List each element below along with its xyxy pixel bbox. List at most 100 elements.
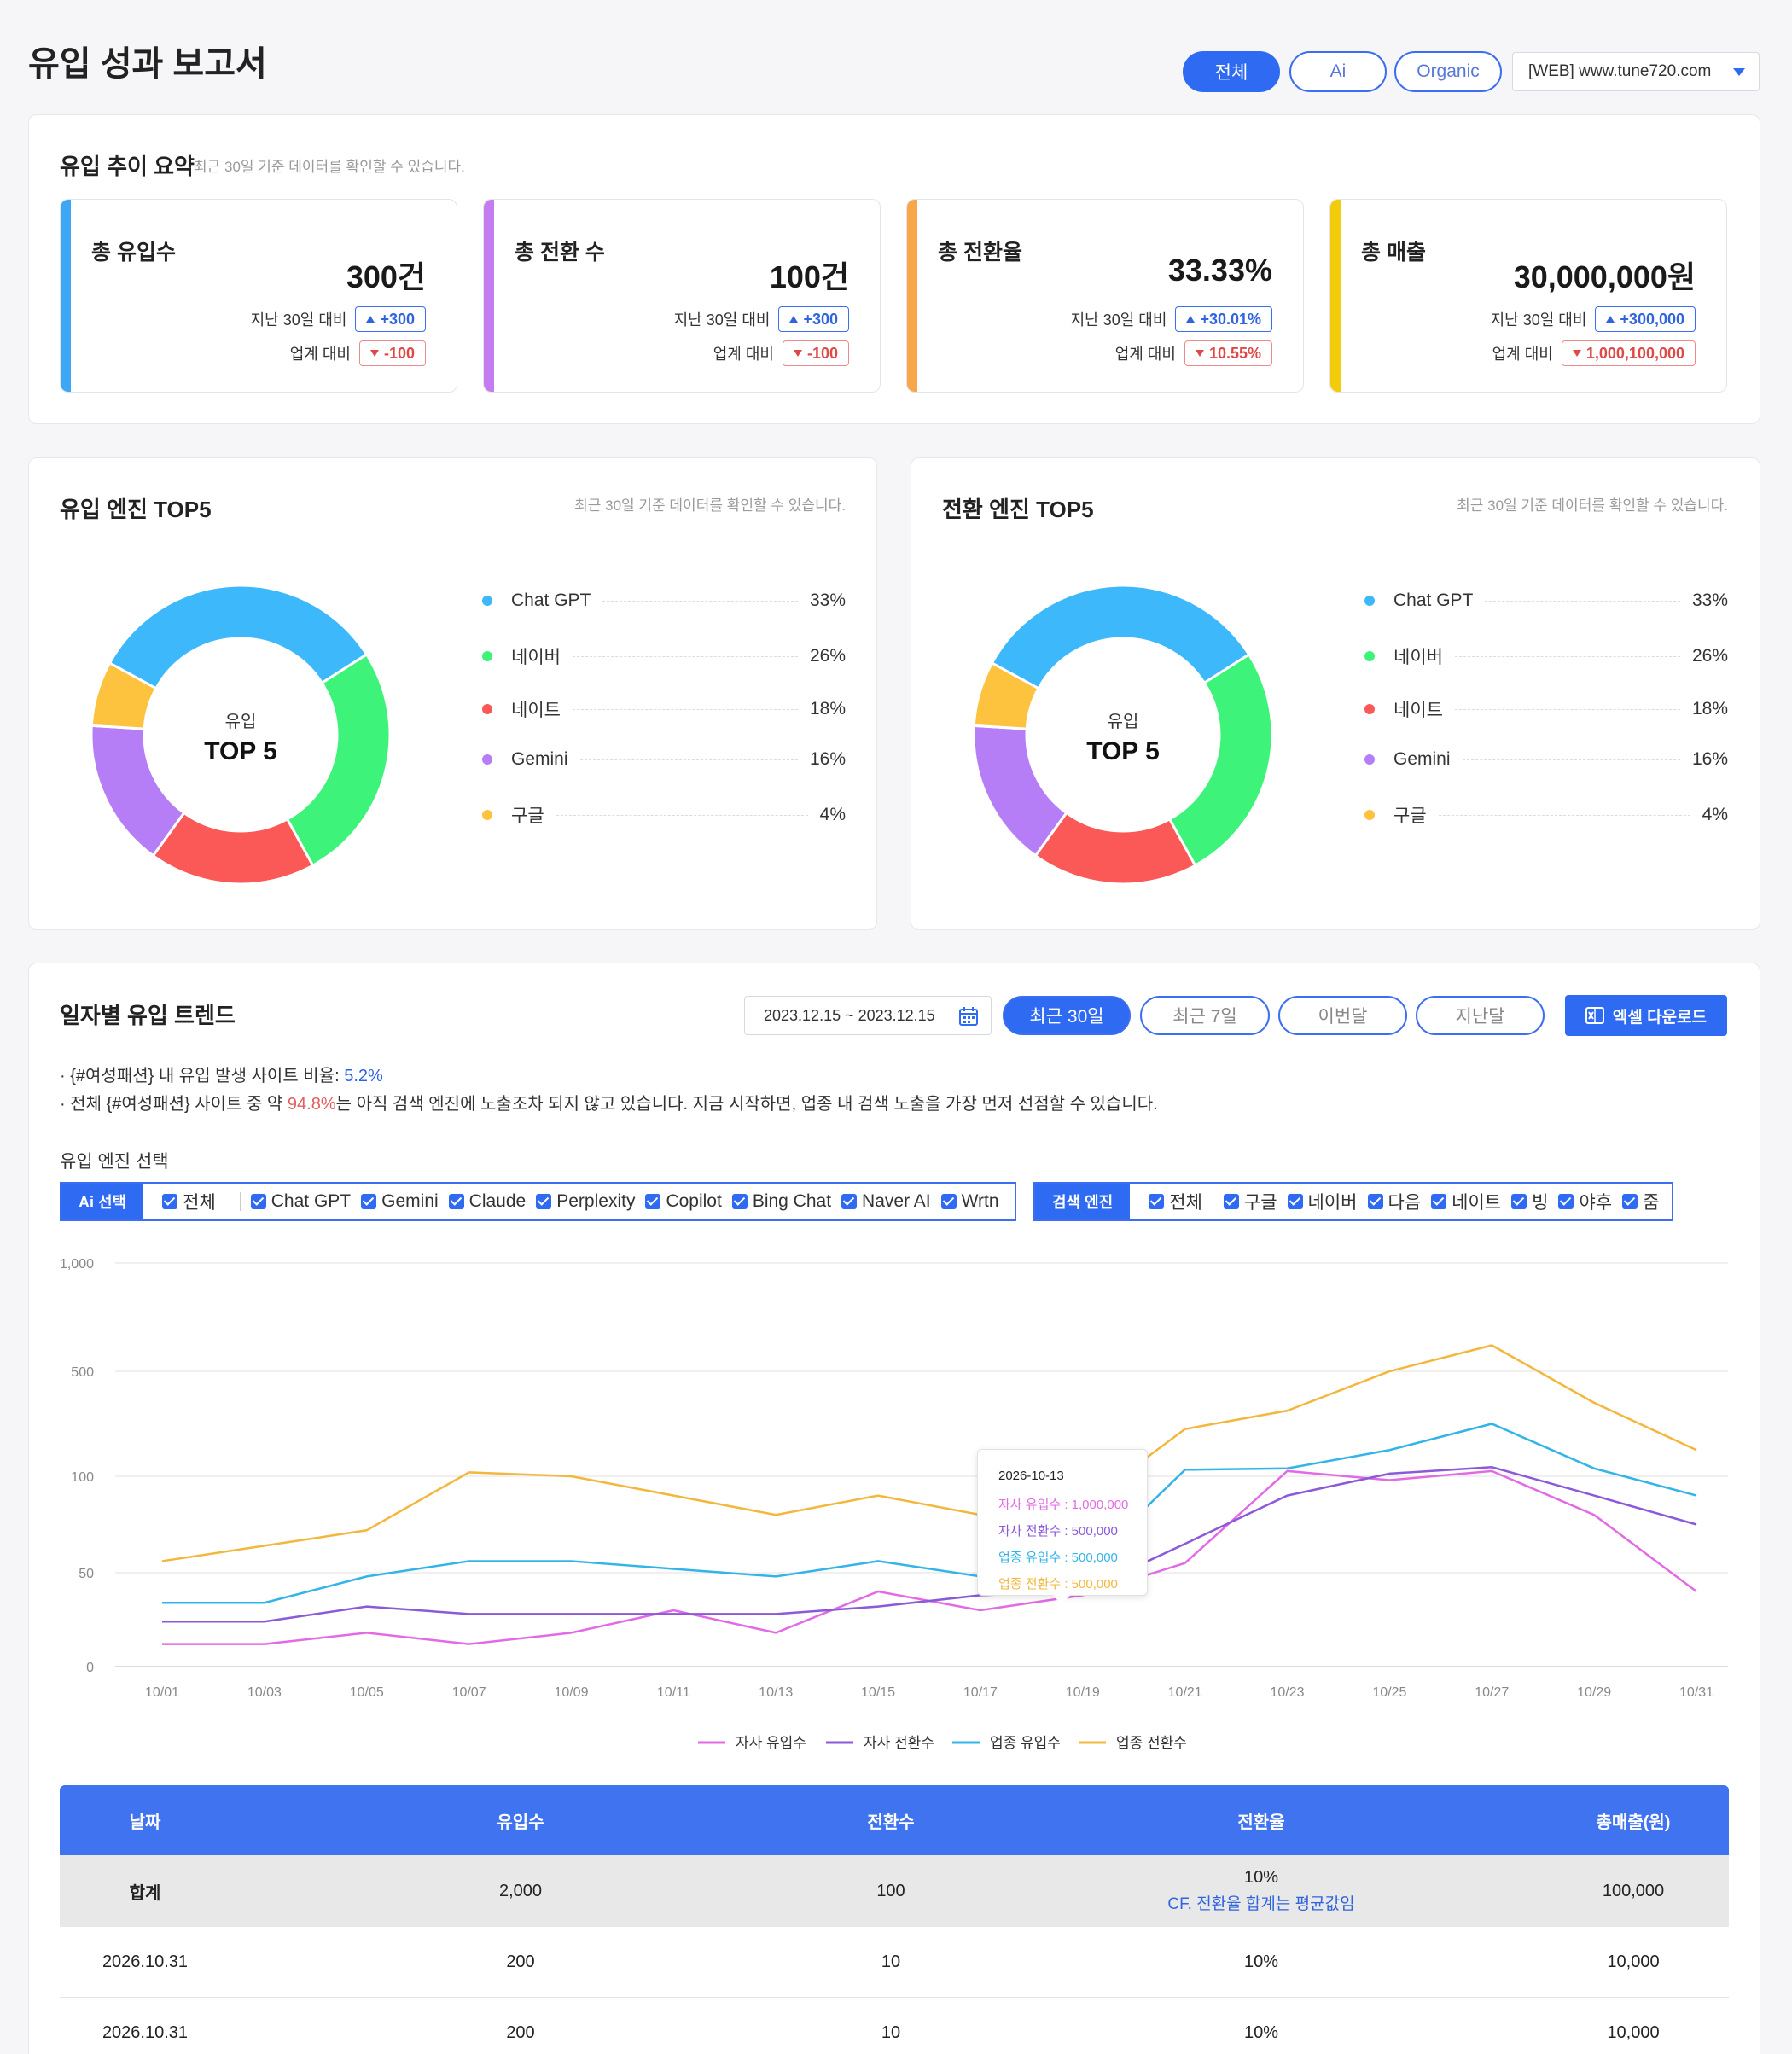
legend-name: 네이버	[1393, 648, 1443, 667]
checkbox-checked-icon[interactable]	[841, 1194, 858, 1209]
legend-dot	[1364, 704, 1375, 714]
series-line[interactable]	[162, 1465, 1697, 1623]
search-group-tag: 검색 엔진	[1035, 1184, 1131, 1219]
checkbox-checked-icon[interactable]	[448, 1194, 464, 1209]
x-tick-label: 10/09	[554, 1685, 588, 1700]
checkbox-label: Gemini	[381, 1191, 439, 1211]
y-tick-label: 100	[71, 1470, 94, 1485]
ai-engine-checkbox[interactable]: Wrtn	[940, 1191, 999, 1212]
ai-engine-checkbox[interactable]: Claude	[448, 1191, 527, 1212]
search-engine-checkbox[interactable]: 네이트	[1431, 1189, 1501, 1214]
period-30d-button[interactable]: 최근 30일	[1003, 996, 1131, 1035]
cell-sales: 10,000	[1607, 2023, 1660, 2042]
search-engine-checkbox[interactable]: 구글	[1223, 1189, 1277, 1214]
legend-pct: 18%	[809, 699, 846, 719]
table-row: 2026.10.31 200 10 10% 10,000	[60, 1998, 1729, 2054]
donut-center-label: 유입 TOP 5	[1055, 707, 1191, 766]
donut-chart	[972, 584, 1274, 886]
checkbox-checked-icon[interactable]	[1149, 1194, 1165, 1209]
checkbox-checked-icon[interactable]	[1223, 1194, 1239, 1209]
legend-pct: 33%	[809, 591, 846, 610]
checkbox-checked-icon[interactable]	[250, 1194, 266, 1209]
series-line[interactable]	[161, 1344, 1697, 1562]
table-header: 날짜 유입수 전환수 전환율 총매출(원)	[60, 1785, 1729, 1855]
ai-engine-checkbox[interactable]: Perplexity	[536, 1191, 635, 1212]
donut-center-top: 유입	[224, 713, 257, 731]
donut-slice[interactable]	[108, 584, 369, 690]
series-line[interactable]	[162, 1469, 1697, 1645]
ai-engine-checkbox[interactable]: Copilot	[645, 1191, 722, 1212]
kpi-prev-label: 지난 30일 대비	[673, 311, 771, 329]
x-tick-label: 10/01	[145, 1685, 179, 1700]
kpi-value: 100건	[769, 259, 849, 294]
search-engine-checkbox[interactable]: 네이버	[1287, 1189, 1358, 1214]
kpi-prev-chip: +30.01%	[1175, 306, 1272, 332]
legend-name: 네이버	[511, 648, 561, 667]
x-tick-label: 10/15	[861, 1685, 895, 1700]
kpi-industry-label: 업계 대비	[713, 346, 774, 363]
filter-ai-button[interactable]: Ai	[1289, 51, 1387, 92]
checkbox-checked-icon[interactable]	[1622, 1194, 1638, 1209]
kpi-industry-value: 10.55%	[1208, 344, 1261, 362]
search-engine-checkbox[interactable]: 빙	[1511, 1189, 1548, 1214]
kpi-industry-row: 업계 대비 10.55%	[1115, 340, 1272, 366]
period-this-month-button[interactable]: 이번달	[1278, 996, 1407, 1035]
checkbox-checked-icon[interactable]	[162, 1194, 178, 1209]
search-engine-checkbox[interactable]: 야후	[1558, 1189, 1612, 1214]
search-engine-checkbox[interactable]: 다음	[1367, 1189, 1422, 1214]
checkbox-checked-icon[interactable]	[1431, 1194, 1447, 1209]
ai-engine-checkbox[interactable]: 전체	[162, 1189, 216, 1214]
kpi-prev-row: 지난 30일 대비 +300,000	[1491, 306, 1696, 332]
checkbox-checked-icon[interactable]	[361, 1194, 377, 1209]
checkbox-checked-icon[interactable]	[1511, 1194, 1527, 1209]
checkbox-checked-icon[interactable]	[1287, 1194, 1303, 1209]
ai-engine-checkbox[interactable]: Gemini	[361, 1191, 439, 1212]
ai-engine-checkbox[interactable]: Chat GPT	[250, 1191, 352, 1212]
donut-legend-item: 네이트 18%	[1364, 696, 1728, 722]
checkbox-checked-icon[interactable]	[1558, 1194, 1574, 1209]
search-engine-checkbox[interactable]: 줌	[1622, 1189, 1659, 1214]
checkbox-checked-icon[interactable]	[940, 1194, 957, 1209]
cell-date: 2026.10.31	[102, 1952, 189, 1971]
date-range-input[interactable]: 2023.12.15 ~ 2023.12.15	[744, 996, 992, 1035]
kpi-prev-label: 지난 30일 대비	[1490, 311, 1587, 329]
donut-slice[interactable]	[972, 660, 1040, 730]
ai-engine-checkbox[interactable]: Bing Chat	[731, 1191, 831, 1212]
ai-engine-checkbox[interactable]: Naver AI	[841, 1191, 931, 1212]
filter-all-button[interactable]: 전체	[1183, 51, 1280, 92]
period-7d-button[interactable]: 최근 7일	[1140, 996, 1270, 1035]
checkbox-checked-icon[interactable]	[536, 1194, 552, 1209]
donut-card-title: 유입 엔진 TOP5	[60, 497, 212, 522]
kpi-card: 총 매출 30,000,000원 지난 30일 대비 +300,000 업계 대…	[1329, 199, 1727, 393]
checkbox-checked-icon[interactable]	[645, 1194, 661, 1209]
filter-organic-button[interactable]: Organic	[1394, 51, 1502, 92]
checkbox-checked-icon[interactable]	[1367, 1194, 1383, 1209]
search-engine-checkbox[interactable]: 전체	[1149, 1189, 1202, 1214]
legend-leader	[572, 708, 798, 710]
period-last-month-button[interactable]: 지난달	[1416, 996, 1545, 1035]
checkbox-label: Claude	[468, 1191, 527, 1211]
checkbox-label: 다음	[1388, 1193, 1422, 1213]
donut-slice[interactable]	[1167, 652, 1274, 868]
trend-line-chart: 0 50 100 500 1,000 10/01 10/03 10/05 10/07 10/09 1…	[60, 1257, 1728, 1751]
legend-dot	[482, 810, 492, 820]
checkbox-label: Wrtn	[961, 1191, 999, 1211]
trend-title: 일자별 유입 트렌드	[60, 1003, 236, 1028]
checkbox-label: Copilot	[666, 1191, 722, 1211]
kpi-industry-value: -100	[383, 344, 415, 362]
donut-legend-item: 네이버 26%	[1364, 643, 1728, 669]
y-tick-label: 50	[79, 1567, 94, 1581]
site-select[interactable]: [WEB] www.tune720.com	[1512, 52, 1760, 91]
donut-slice[interactable]	[990, 584, 1251, 690]
checkbox-checked-icon[interactable]	[731, 1194, 748, 1209]
donut-slice[interactable]	[285, 652, 392, 868]
excel-download-button[interactable]: 엑셀 다운로드	[1565, 995, 1727, 1036]
summary-subtitle: 최근 30일 기준 데이터를 확인할 수 있습니다.	[194, 159, 465, 175]
donut-slice[interactable]	[90, 660, 158, 730]
note2-text: · 전체 {#여성패션} 사이트 중 약	[60, 1095, 288, 1114]
checkbox-label: Chat GPT	[271, 1191, 352, 1211]
calendar-icon[interactable]	[958, 1006, 979, 1027]
series-line[interactable]	[162, 1423, 1697, 1604]
kpi-prev-row: 지난 30일 대비 +30.01%	[1071, 306, 1272, 332]
kpi-industry-chip: 1,000,100,000	[1561, 340, 1696, 366]
